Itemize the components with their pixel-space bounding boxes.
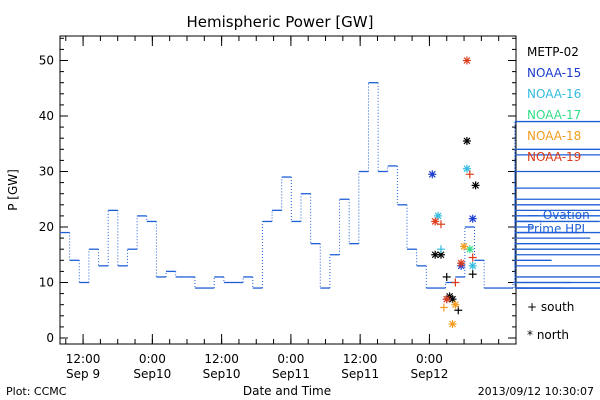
chart-title: Hemispheric Power [GW] (187, 13, 374, 31)
north-point (431, 217, 440, 226)
north-point (457, 259, 466, 268)
legend-entry: NOAA-19 (527, 150, 581, 164)
south-point (442, 272, 451, 281)
south-point (468, 270, 477, 279)
legend-entry: NOAA-15 (527, 66, 581, 80)
x-tick-label: 0:00 (277, 352, 304, 366)
x-tick-date: Sep11 (341, 367, 379, 381)
plot-frame (59, 35, 517, 345)
y-axis: 0 10 20 30 40 50 (39, 37, 516, 345)
ovation-series (60, 82, 600, 289)
north-point (468, 214, 477, 223)
x-tick-date: Sep10 (133, 367, 171, 381)
legend-entry: METP-02 (527, 45, 579, 59)
legend-entry: NOAA-16 (527, 87, 581, 101)
north-point (436, 250, 445, 259)
north-point (442, 295, 451, 304)
north-point (468, 261, 477, 270)
x-tick-label: 12:00 (66, 352, 101, 366)
south-point (451, 278, 460, 287)
x-axis-label: Date and Time (243, 384, 331, 398)
south-point (436, 245, 445, 254)
y-tick-label: 40 (39, 109, 54, 123)
footer-right: 2013/09/12 10:30:07 (478, 385, 594, 398)
y-tick-label: 30 (39, 165, 54, 179)
ovation-legend-line: Prime HPI (527, 222, 585, 236)
y-tick-label: 0 (46, 331, 54, 345)
legend-entry: NOAA-18 (527, 129, 581, 143)
satellite-points (428, 56, 480, 329)
north-point (471, 181, 480, 190)
x-tick-date: Sep12 (410, 367, 448, 381)
north-point (462, 164, 471, 173)
satellite-legend: METP-02 NOAA-15 NOAA-16 NOAA-17 NOAA-18 NOAA-… (527, 45, 581, 164)
x-tick-date: Sep10 (203, 367, 241, 381)
x-tick-label: 0:00 (139, 352, 166, 366)
north-point (448, 320, 457, 329)
north-point (460, 242, 469, 251)
x-tick-label: 12:00 (204, 352, 239, 366)
north-point (465, 245, 474, 254)
south-point (439, 303, 448, 312)
symbol-legend: + south * north (527, 300, 574, 342)
y-tick-label: 50 (39, 54, 54, 68)
y-tick-label: 20 (39, 220, 54, 234)
y-axis-label: P [GW] (6, 169, 20, 211)
south-point (468, 253, 477, 262)
north-point (428, 170, 437, 179)
footer-left: Plot: CCMC (6, 385, 67, 398)
x-tick-label: 0:00 (416, 352, 443, 366)
symbol-legend-entry: + south (527, 300, 574, 314)
ovation-legend-line: — Ovation (527, 208, 590, 222)
north-point (451, 300, 460, 309)
legend-entry: NOAA-17 (527, 108, 581, 122)
x-tick-date: Sep 9 (66, 367, 100, 381)
symbol-legend-entry: * north (527, 328, 569, 342)
north-point (462, 56, 471, 65)
x-tick-label: 12:00 (343, 352, 378, 366)
north-point (462, 136, 471, 145)
y-tick-label: 10 (39, 276, 54, 290)
x-tick-date: Sep11 (272, 367, 310, 381)
south-point (465, 170, 474, 179)
